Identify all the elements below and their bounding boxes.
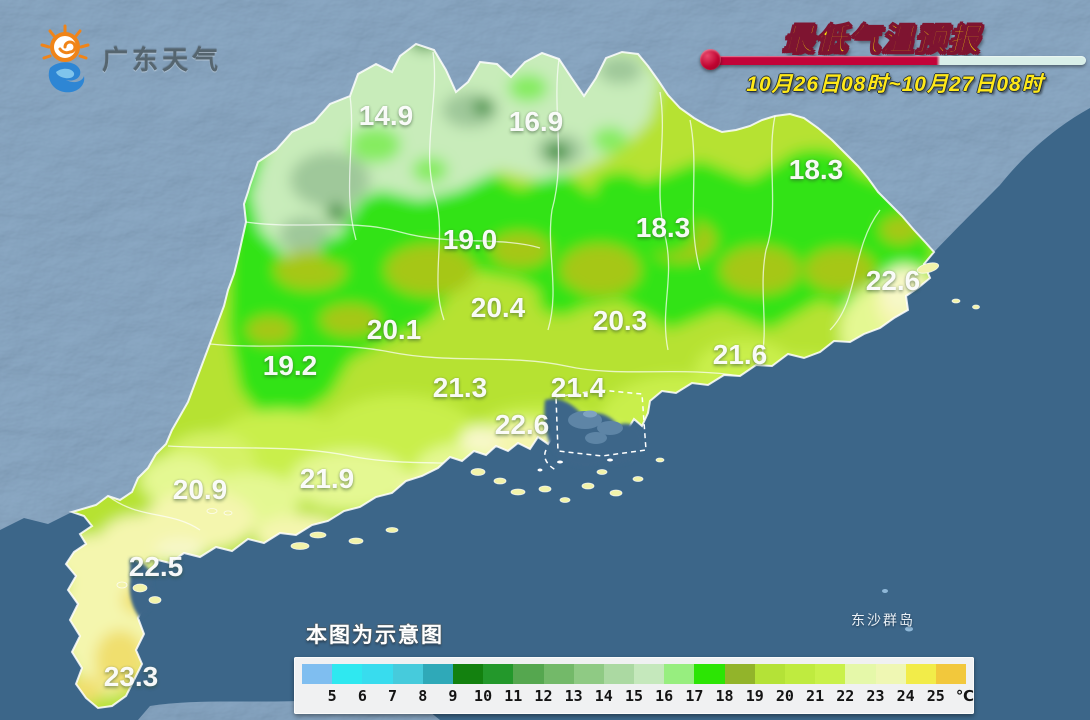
legend-tick: 24 [896,687,915,705]
temperature-value-label: 22.6 [494,409,550,440]
thermometer-stem [712,56,1086,65]
legend-color-cell [875,664,906,684]
legend-color-cell [935,664,967,684]
temperature-value-label: 22.6 [865,265,921,296]
forecast-title: 最低气温预报 [783,22,981,58]
legend-tick: 7 [388,687,398,705]
temperature-value-label: 21.9 [299,463,355,494]
legend-color-cell [664,664,695,684]
temperature-value-label: 21.6 [712,339,768,370]
temperature-value-label: 20.4 [470,292,526,323]
temperature-value-label: 20.3 [592,305,648,336]
legend-tick: 16 [655,687,674,705]
temperature-value-label: 14.9 [358,100,414,131]
prefecture-boundaries [107,51,881,575]
station-logo: 广东天气 [36,20,222,96]
legend-tick: 18 [715,687,734,705]
temperature-value-label: 23.3 [103,661,159,692]
temperature-value-label: 19.0 [442,224,498,255]
dongsha-islets [882,589,913,632]
legend-tick: 25 [926,687,945,705]
legend-color-cell [452,664,484,684]
legend-tick-labels: 5 6 7 8 9 10 11 12 13 14 15 16 17 18 19 20 21 22 23 24 25 ℃ [302,685,974,707]
legend-unit: ℃ [955,687,974,705]
legend-color-cell [845,664,876,684]
legend-color-cell [392,664,423,684]
legend-color-cell [332,664,363,684]
legend-tick: 15 [624,687,644,705]
legend-color-cell [815,664,846,684]
legend-tick: 8 [418,687,428,705]
legend-tick: 23 [866,687,885,705]
legend-tick: 9 [448,687,458,705]
legend-color-cell [302,664,333,684]
legend-color-cell [573,664,604,684]
legend-tick: 6 [357,687,367,705]
legend-color-cell [694,664,725,684]
temperature-value-label: 19.2 [262,350,318,381]
map-disclaimer: 本图为示意图 [306,624,444,647]
legend-tick: 20 [775,687,794,705]
legend-tick: 11 [504,687,523,705]
legend-color-cell [422,664,453,684]
legend-color-cell [513,664,544,684]
temperature-value-label: 16.9 [508,106,564,137]
islet-dots [537,458,613,472]
legend-tick: 14 [594,687,613,705]
special-region-dashed-border [544,389,647,471]
legend-color-cell [543,664,574,684]
legend-tick: 21 [806,687,825,705]
forecast-period: 10月26日08时~10月27日08时 [746,73,1044,96]
legend-color-cell [483,664,514,684]
legend-tick: 17 [685,687,704,705]
thermometer-graphic [700,48,1090,72]
hongkong-terrain [568,410,623,444]
legend-tick: 22 [836,687,855,705]
coastal-islands [116,262,980,604]
temperature-value-label: 18.3 [635,212,691,243]
temperature-value-label: 21.3 [432,372,488,403]
legend-color-cell [785,664,816,684]
temperature-value-label: 18.3 [788,154,844,185]
legend-color-bar [302,664,967,684]
legend-tick: 10 [474,687,493,705]
brand-name: 广东天气 [102,44,223,75]
dongsha-islands-label: 东沙群岛 [851,612,915,628]
legend-tick: 12 [534,687,553,705]
temperature-value-label: 22.5 [128,551,184,582]
legend-color-cell [634,664,665,684]
temperature-value-label: 21.4 [550,372,606,403]
temperature-value-label: 20.9 [172,474,228,505]
legend-color-cell [724,664,755,684]
legend-tick: 13 [564,687,583,705]
legend-tick: 19 [745,687,764,705]
sun-swirl-logo-icon [40,24,90,93]
thermometer-bulb [700,49,721,70]
legend-tick: 5 [327,687,337,705]
legend-color-cell [362,664,393,684]
temperature-value-label: 20.1 [366,314,422,345]
temperature-legend: 5 6 7 8 9 10 11 12 13 14 15 16 17 18 19 20 21 22 23 24 25 ℃ [294,657,974,714]
legend-color-cell [905,664,936,684]
legend-color-cell [754,664,785,684]
legend-color-cell [603,664,635,684]
